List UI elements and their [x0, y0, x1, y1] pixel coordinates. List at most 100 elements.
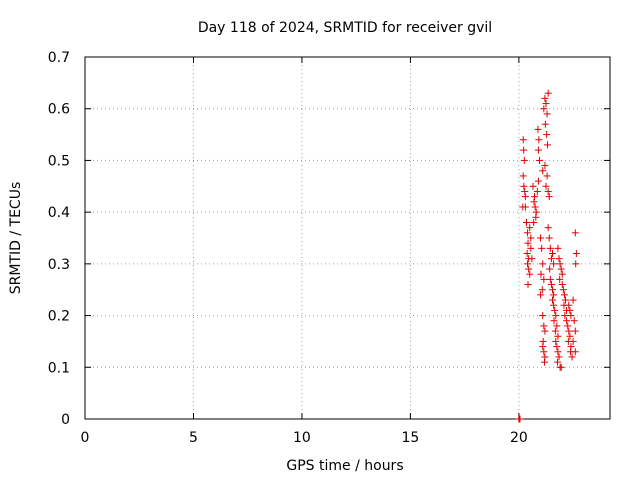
- data-point: [539, 260, 547, 268]
- data-point: [571, 327, 579, 335]
- data-point: [540, 358, 548, 366]
- data-point: [539, 312, 547, 320]
- data-point: [529, 182, 537, 190]
- y-tick-label: 0.4: [48, 205, 70, 221]
- data-point: [550, 301, 558, 309]
- data-point: [541, 120, 549, 128]
- data-point: [570, 317, 578, 325]
- data-point: [525, 265, 533, 273]
- y-tick-label: 0: [61, 412, 70, 428]
- data-point: [534, 146, 542, 154]
- data-point: [531, 193, 539, 201]
- data-point: [542, 182, 550, 190]
- data-point: [524, 260, 532, 268]
- y-axis-label: SRMTID / TECUs: [8, 182, 24, 295]
- data-point: [544, 187, 552, 195]
- data-point: [540, 275, 548, 283]
- data-point: [540, 348, 548, 356]
- data-point: [540, 322, 548, 330]
- data-point: [553, 343, 561, 351]
- data-point: [546, 275, 554, 283]
- y-tick-label: 0.1: [48, 360, 70, 376]
- data-point: [528, 255, 536, 263]
- data-point: [539, 343, 547, 351]
- y-tick-label: 0.6: [48, 102, 70, 118]
- data-point: [540, 105, 548, 113]
- data-point: [534, 125, 542, 133]
- x-tick-labels: 0 5 10 15 20: [81, 430, 528, 446]
- data-point: [547, 281, 555, 289]
- data-point: [554, 348, 562, 356]
- data-point: [549, 296, 557, 304]
- data-point: [542, 100, 550, 108]
- data-point: [567, 312, 575, 320]
- data-point: [521, 203, 529, 211]
- data-point: [532, 213, 540, 221]
- data-point: [555, 353, 563, 361]
- data-point: [524, 281, 532, 289]
- data-point: [557, 363, 565, 371]
- data-point: [546, 244, 554, 252]
- data-point: [564, 322, 572, 330]
- data-point: [553, 322, 561, 330]
- data-point: [572, 250, 580, 258]
- data-point: [550, 317, 558, 325]
- data-point: [571, 229, 579, 237]
- data-point: [533, 187, 541, 195]
- data-point: [535, 156, 543, 164]
- data-point: [554, 332, 562, 340]
- y-tick-label: 0.2: [48, 309, 70, 325]
- data-point: [549, 250, 557, 258]
- data-point: [519, 172, 527, 180]
- data-point: [552, 337, 560, 345]
- data-point: [527, 234, 535, 242]
- data-point: [524, 239, 532, 247]
- x-tick-label: 20: [510, 430, 528, 446]
- data-point: [531, 203, 539, 211]
- data-point: [565, 327, 573, 335]
- data-point: [543, 172, 551, 180]
- x-tick-label: 15: [401, 430, 419, 446]
- data-point: [516, 415, 524, 423]
- data-point: [556, 260, 564, 268]
- data-point: [569, 296, 577, 304]
- data-point: [527, 244, 535, 252]
- data-point: [520, 146, 528, 154]
- chart-title: Day 118 of 2024, SRMTID for receiver gvi…: [198, 20, 492, 36]
- data-point: [569, 337, 577, 345]
- y-tick-label: 0.5: [48, 153, 70, 169]
- y-tick-label: 0.7: [48, 50, 70, 66]
- data-point: [522, 218, 530, 226]
- data-point: [524, 229, 532, 237]
- data-point: [554, 244, 562, 252]
- data-point: [571, 348, 579, 356]
- data-point: [563, 317, 571, 325]
- data-point: [526, 224, 534, 232]
- data-point: [558, 270, 566, 278]
- data-point: [565, 301, 573, 309]
- data-point: [551, 327, 559, 335]
- data-point: [519, 136, 527, 144]
- data-points: [515, 89, 580, 423]
- data-point: [547, 255, 555, 263]
- data-point: [521, 187, 529, 195]
- plot-frame: [84, 56, 611, 420]
- data-point: [538, 286, 546, 294]
- data-point: [552, 312, 560, 320]
- data-point: [572, 260, 580, 268]
- data-point: [554, 358, 561, 366]
- data-point: [530, 218, 538, 226]
- x-tick-label: 0: [81, 430, 90, 446]
- y-tick-label: 0.3: [48, 257, 70, 273]
- x-axis-label: GPS time / hours: [286, 458, 403, 474]
- data-point: [534, 177, 542, 185]
- data-point: [550, 260, 558, 268]
- data-point: [523, 250, 531, 258]
- data-point: [539, 167, 547, 175]
- data-point: [568, 353, 576, 361]
- data-point: [545, 234, 553, 242]
- data-point: [549, 286, 557, 294]
- data-point: [555, 255, 563, 263]
- data-point: [557, 265, 565, 273]
